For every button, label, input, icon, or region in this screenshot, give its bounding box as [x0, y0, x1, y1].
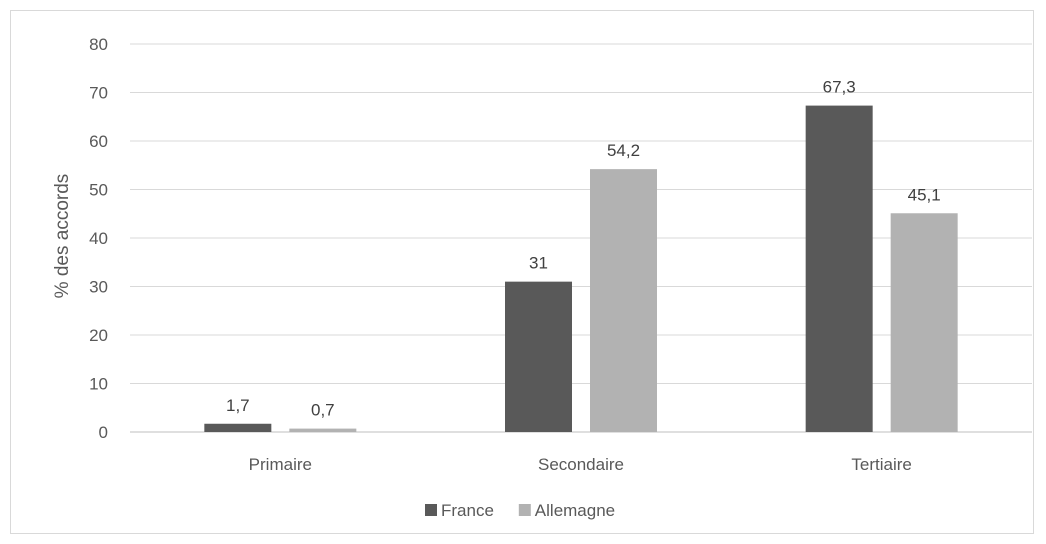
- data-label: 0,7: [311, 401, 335, 420]
- y-tick-label: 60: [89, 132, 108, 151]
- y-tick-label: 20: [89, 326, 108, 345]
- y-tick-label: 70: [89, 84, 108, 103]
- data-label: 45,1: [908, 185, 941, 204]
- data-label: 54,2: [607, 141, 640, 160]
- bar-france-tertiaire: [805, 105, 873, 432]
- y-tick-label: 50: [89, 181, 108, 200]
- x-axis-categories: Primaire Secondaire Tertiaire: [249, 455, 912, 474]
- data-labels: 1,7 0,7 31 54,2 67,3 45,1: [226, 78, 941, 420]
- bar-allemagne-secondaire: [590, 169, 657, 432]
- legend-swatch-allemagne: [518, 504, 531, 516]
- y-axis-title: % des accords: [52, 174, 73, 299]
- x-category-label: Primaire: [249, 455, 312, 474]
- data-label: 67,3: [823, 78, 856, 97]
- y-tick-label: 80: [89, 35, 108, 54]
- data-label: 1,7: [226, 396, 250, 415]
- y-tick-label: 10: [89, 375, 108, 394]
- bar-france-secondaire: [505, 281, 572, 432]
- legend-label-france: France: [441, 501, 494, 520]
- legend: France Allemagne: [425, 501, 615, 520]
- bars: [204, 105, 958, 432]
- y-axis-ticks: 0 10 20 30 40 50 60 70 80: [89, 35, 108, 442]
- y-tick-label: 30: [89, 278, 108, 297]
- y-tick-label: 0: [99, 423, 108, 442]
- data-label: 31: [529, 254, 548, 273]
- legend-label-allemagne: Allemagne: [535, 501, 615, 520]
- bar-allemagne-tertiaire: [890, 213, 958, 432]
- legend-swatch-france: [425, 504, 437, 516]
- y-tick-label: 40: [89, 229, 108, 248]
- bar-allemagne-primaire: [289, 428, 357, 432]
- gridlines: [130, 43, 1032, 433]
- x-category-label: Tertiaire: [851, 455, 911, 474]
- bar-france-primaire: [204, 423, 272, 432]
- x-category-label: Secondaire: [538, 455, 624, 474]
